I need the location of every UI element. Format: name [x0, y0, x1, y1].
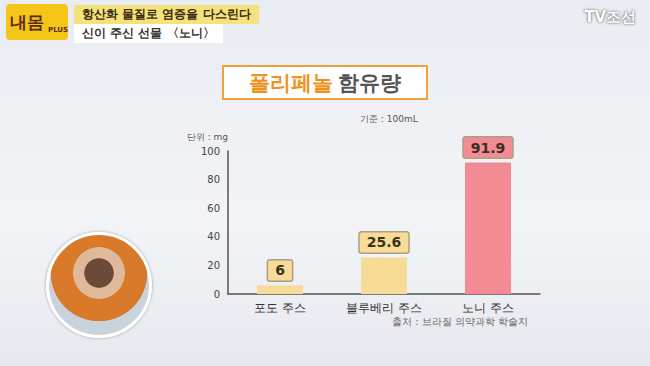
html-text:항산화 물질로 염증을 다스린다: 항산화 물질로 염증을 다스린다	[82, 7, 251, 21]
svg-text:블루베리 주스: 블루베리 주스	[346, 301, 422, 315]
html-text:PLUS: PLUS	[48, 26, 69, 34]
svg-text:20: 20	[207, 260, 220, 271]
svg-text:기준 : 100mL: 기준 : 100mL	[360, 114, 418, 124]
svg-text:단위 : mg: 단위 : mg	[187, 132, 228, 142]
svg-text:6: 6	[275, 262, 285, 278]
svg-text:91.9: 91.9	[471, 140, 506, 156]
svg-text:함유량: 함유량	[338, 71, 401, 95]
svg-text:40: 40	[207, 231, 220, 242]
svg-text:노니 주스: 노니 주스	[462, 301, 514, 315]
svg-text:80: 80	[207, 174, 220, 185]
svg-text:포도 주스: 포도 주스	[254, 301, 306, 315]
svg-text:60: 60	[207, 203, 220, 214]
svg-text:출처 : 브라질 의약과학 학술지: 출처 : 브라질 의약과학 학술지	[392, 316, 528, 327]
svg-text:0: 0	[214, 289, 220, 300]
html-text:신이 주신 선물 〈노니〉: 신이 주신 선물 〈노니〉	[82, 26, 215, 40]
html-text:내몸: 내몸	[10, 12, 44, 32]
svg-text:폴리페놀: 폴리페놀	[249, 71, 333, 95]
svg-text:100: 100	[201, 146, 220, 157]
svg-text:25.6: 25.6	[367, 234, 402, 250]
html-text:TV조선: TV조선	[584, 8, 636, 26]
